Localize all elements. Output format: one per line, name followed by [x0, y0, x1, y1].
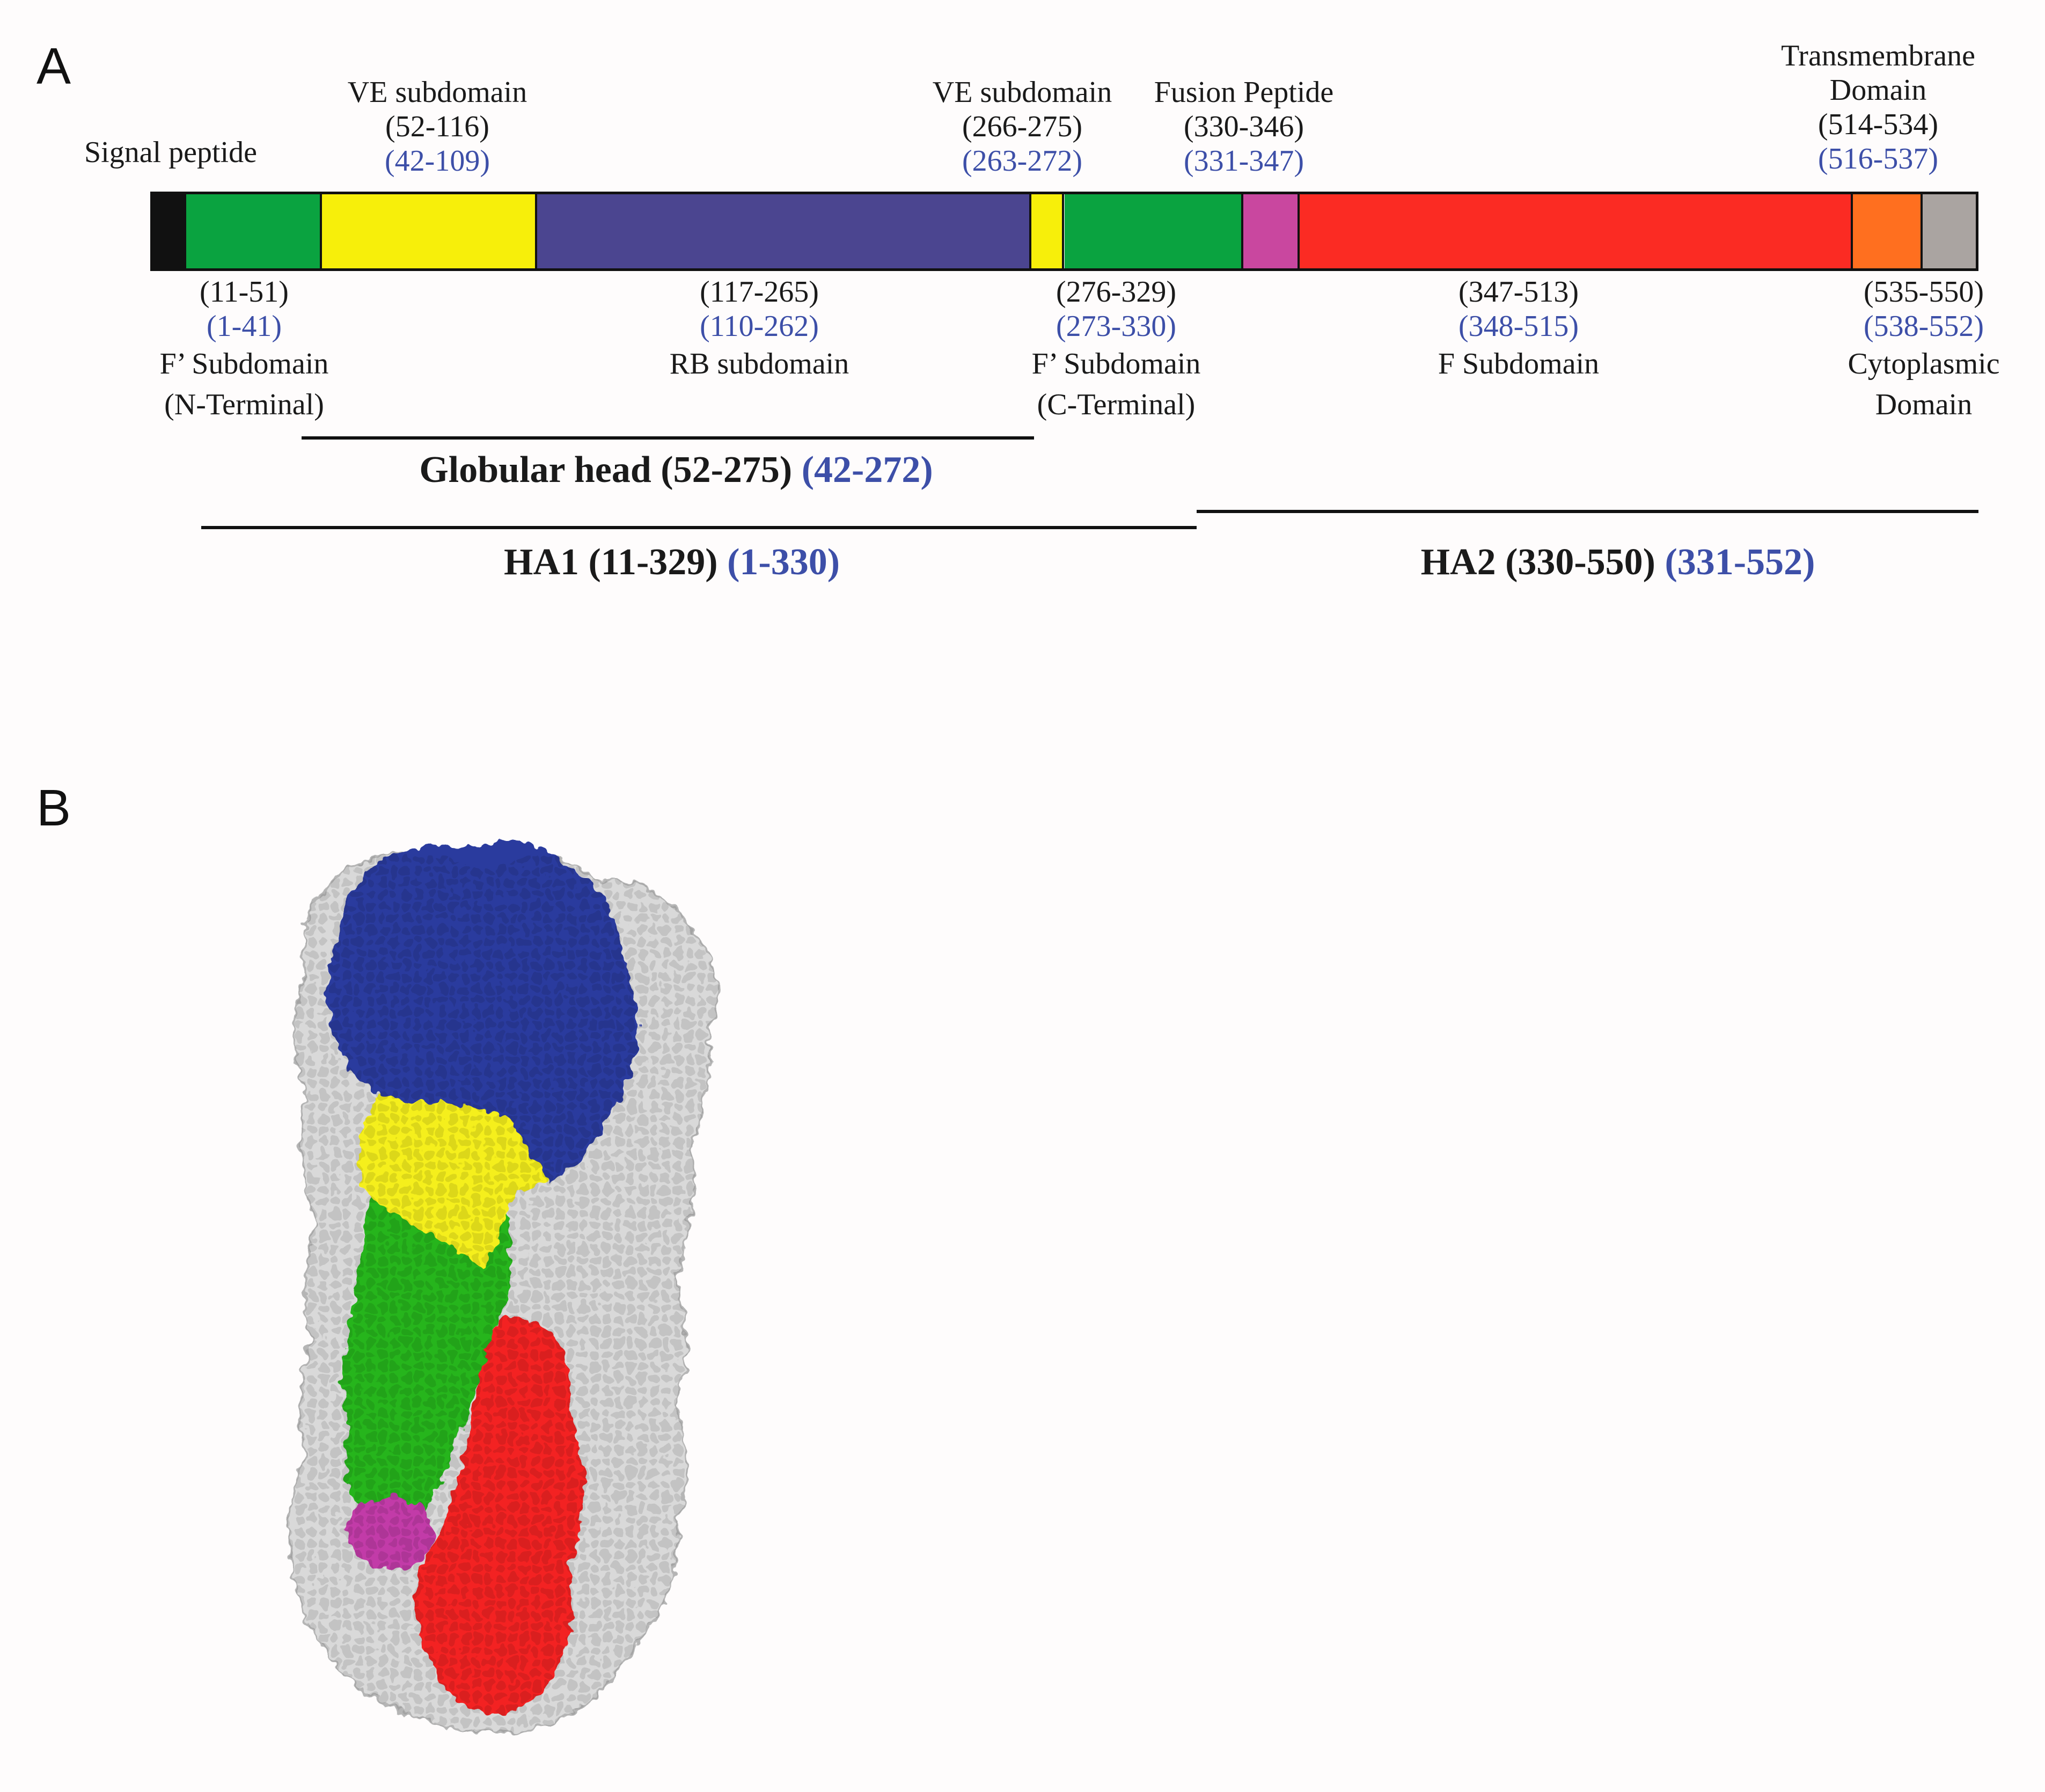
- rb-range-blue: (110-262): [700, 310, 819, 343]
- signal-peptide-name: Signal peptide: [84, 136, 257, 169]
- cyto-range-blue: (538-552): [1864, 310, 1984, 343]
- ve1-range-blue: (42-109): [385, 144, 490, 178]
- cyto-name-1: Cytoplasmic: [1848, 347, 2000, 381]
- hemagglutinin-surface-structure: [288, 840, 719, 1734]
- ha2-rule: [1197, 510, 1978, 513]
- fusion-range: (330-346): [1184, 110, 1304, 143]
- fusion-peptide-label: Fusion Peptide (330-346) (331-347): [1154, 75, 1333, 178]
- fprime-n-name-2: (N-Terminal): [164, 388, 324, 421]
- tm-name-1: Transmembrane: [1781, 39, 1975, 72]
- ha1-text: HA1 (11-329): [503, 542, 718, 583]
- f-prime-n-label: (11-51) (1-41) F’ Subdomain (N-Terminal): [160, 275, 329, 425]
- globular-head-text: Globular head (52-275): [419, 449, 793, 491]
- surface-texture: [289, 852, 717, 1732]
- tm-name-2: Domain: [1829, 74, 1927, 107]
- fsub-range-blue: (348-515): [1458, 310, 1579, 343]
- ve-subdomain-1-label: VE subdomain (52-116) (42-109): [348, 75, 527, 178]
- globular-head-rule: [302, 436, 1034, 440]
- ha2-blue: (331-552): [1665, 542, 1815, 583]
- ve1-name: VE subdomain: [347, 76, 527, 109]
- ha1-rule: [201, 526, 1197, 529]
- ha2-title: HA2 (330-550) (331-552): [1421, 541, 1815, 584]
- segment-signal-peptide: [153, 194, 186, 268]
- segment-f-prime-n: [186, 194, 322, 268]
- ve2-name: VE subdomain: [932, 76, 1112, 109]
- fprime-c-range: (276-329): [1056, 275, 1176, 309]
- segment-fusion: [1243, 194, 1300, 268]
- fusion-name: Fusion Peptide: [1154, 76, 1334, 109]
- segment-ve-c: [1031, 194, 1065, 268]
- segment-f-sub: [1300, 194, 1853, 268]
- tm-range: (514-534): [1818, 108, 1938, 141]
- transmembrane-label: Transmembrane Domain (514-534) (516-537): [1781, 39, 1975, 176]
- ha2-text: HA2 (330-550): [1420, 542, 1655, 583]
- panel-a-label: A: [36, 38, 71, 95]
- segment-tm: [1853, 194, 1923, 268]
- ve2-range: (266-275): [962, 110, 1082, 143]
- segment-cyto: [1923, 194, 1976, 268]
- rb-name: RB subdomain: [669, 347, 849, 381]
- rb-label: (117-265) (110-262) RB subdomain: [670, 275, 849, 384]
- fsub-range: (347-513): [1458, 275, 1579, 309]
- domain-bar: [150, 192, 1978, 271]
- segment-f-prime-c: [1064, 194, 1244, 268]
- ha1-blue: (1-330): [727, 542, 840, 583]
- fsub-name: F Subdomain: [1438, 347, 1600, 381]
- cyto-name-2: Domain: [1875, 388, 1973, 421]
- globular-head-blue: (42-272): [801, 449, 933, 491]
- ve1-range: (52-116): [385, 110, 489, 143]
- panel-b-label: B: [36, 779, 71, 837]
- cytoplasmic-label: (535-550) (538-552) Cytoplasmic Domain: [1848, 275, 1999, 425]
- fprime-n-range-blue: (1-41): [207, 310, 282, 343]
- fprime-c-range-blue: (273-330): [1056, 310, 1176, 343]
- f-prime-c-label: (276-329) (273-330) F’ Subdomain (C-Term…: [1032, 275, 1201, 425]
- fprime-c-name-2: (C-Terminal): [1037, 388, 1196, 421]
- segment-rb: [537, 194, 1031, 268]
- fprime-c-name-1: F’ Subdomain: [1031, 347, 1201, 381]
- ha1-title: HA1 (11-329) (1-330): [504, 541, 840, 584]
- fprime-n-range: (11-51): [200, 275, 289, 309]
- fusion-range-blue: (331-347): [1184, 144, 1304, 178]
- ve2-range-blue: (263-272): [962, 144, 1082, 178]
- ve-subdomain-2-label: VE subdomain (266-275) (263-272): [933, 75, 1112, 178]
- fprime-n-name-1: F’ Subdomain: [159, 347, 329, 381]
- cyto-range: (535-550): [1864, 275, 1984, 309]
- segment-ve-n: [321, 194, 538, 268]
- tm-range-blue: (516-537): [1818, 142, 1938, 175]
- globular-head-title: Globular head (52-275) (42-272): [419, 449, 933, 492]
- f-subdomain-label: (347-513) (348-515) F Subdomain: [1438, 275, 1599, 384]
- rb-range: (117-265): [700, 275, 819, 309]
- signal-peptide-label: Signal peptide: [84, 135, 257, 170]
